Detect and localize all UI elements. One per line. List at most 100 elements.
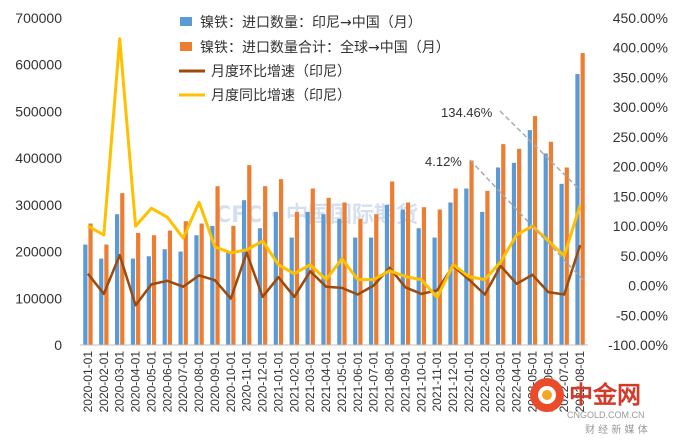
bar-global-imports: [342, 202, 347, 345]
annotation-leader-line: [469, 159, 586, 283]
left-axis-tick-label: 700000: [15, 10, 62, 26]
bar-indonesia-imports: [210, 225, 215, 345]
bar-indonesia-imports: [543, 153, 548, 345]
legend-label: 镍铁：进口数量：印尼→中国（月）: [200, 15, 422, 31]
annotation-leader-line: [499, 110, 581, 191]
right-axis-tick-label: 0.00%: [628, 278, 668, 294]
bar-global-imports: [358, 218, 363, 345]
bar-global-imports: [278, 179, 284, 345]
x-axis-tick-label: 2022-03-01: [494, 351, 508, 413]
logo-url: CNGOLD.COM.CN: [567, 410, 645, 420]
bar-indonesia-imports: [83, 244, 88, 345]
logo-name: 中金网: [569, 381, 641, 409]
logo-dot-icon: [542, 390, 552, 400]
left-axis-tick-label: 100000: [15, 290, 62, 306]
bar-global-imports: [151, 235, 157, 345]
bar-indonesia-imports: [384, 204, 390, 345]
bar-global-imports: [199, 223, 204, 345]
bar-indonesia-imports: [305, 211, 310, 345]
left-axis-tick-label: 500000: [15, 103, 62, 119]
bar-indonesia-imports: [241, 200, 247, 345]
x-axis-tick-label: 2022-04-01: [510, 351, 524, 413]
cngold-logo: 中金网 CNGOLD.COM.CN 财 经 新 媒 体: [530, 378, 648, 436]
x-axis-tick-label: 2021-07-01: [367, 351, 381, 413]
x-axis-tick-label: 2022-02-01: [478, 351, 492, 413]
left-axis-tick-label: 200000: [15, 244, 62, 260]
x-axis-tick-label: 2020-09-01: [208, 351, 222, 413]
x-axis-tick-label: 2020-04-01: [129, 351, 143, 413]
bar-indonesia-imports: [527, 130, 532, 345]
bar-indonesia-imports: [559, 183, 564, 345]
bar-indonesia-imports: [337, 218, 342, 345]
bar-global-imports: [517, 148, 522, 345]
bar-global-imports: [564, 167, 569, 345]
x-axis-tick-label: 2021-06-01: [351, 351, 365, 413]
bar-indonesia-imports: [99, 258, 104, 345]
x-axis-tick-label: 2020-03-01: [113, 351, 127, 413]
bar-global-imports: [136, 232, 141, 345]
bar-indonesia-imports: [368, 237, 374, 345]
x-axis-tick-label: 2021-11-01: [430, 351, 444, 412]
x-axis-tick-label: 2022-01-01: [462, 351, 476, 413]
x-axis-tick-label: 2020-01-01: [81, 351, 95, 413]
x-axis-tick-label: 2020-07-01: [176, 351, 190, 413]
bar-global-imports: [485, 190, 490, 345]
bar-indonesia-imports: [130, 258, 136, 345]
x-axis-tick-label: 2020-10-01: [224, 351, 238, 413]
right-axis-tick-label: -50.00%: [616, 307, 668, 323]
right-axis-tick-label: 400.00%: [613, 40, 668, 56]
x-axis-tick-label: 2021-03-01: [303, 351, 317, 413]
bar-indonesia-imports: [464, 188, 469, 345]
bar-indonesia-imports: [495, 167, 501, 345]
annotation-134-46: 134.46%: [441, 105, 493, 120]
bar-indonesia-imports: [194, 235, 199, 345]
bar-global-imports: [120, 193, 125, 345]
x-axis-tick-label: 2020-08-01: [192, 351, 206, 413]
bar-global-imports: [421, 207, 427, 345]
bar-global-imports: [231, 225, 236, 345]
annotations: 134.46% 4.12%: [425, 105, 586, 283]
x-axis-tick-label: 2021-04-01: [319, 351, 333, 413]
bar-indonesia-imports: [353, 237, 358, 345]
legend-swatch: [180, 42, 192, 51]
x-axis-tick-label: 2021-05-01: [335, 351, 349, 413]
bar-global-imports: [580, 53, 585, 346]
bar-indonesia-imports: [178, 251, 183, 345]
right-axis-tick-label: 100.00%: [613, 218, 668, 234]
right-axis-tick-label: -100.00%: [608, 337, 668, 353]
bar-global-imports: [183, 221, 188, 345]
x-axis-tick-label: 2020-12-01: [256, 351, 270, 413]
axes-layer: 0 100000 200000 300000 400000 500000 600000 700…: [15, 10, 668, 412]
left-axis-tick-label: 0: [54, 337, 62, 353]
right-axis-tick-label: 300.00%: [613, 99, 668, 115]
bar-global-imports: [294, 211, 300, 345]
x-axis-tick-label: 2021-10-01: [414, 351, 428, 413]
bar-indonesia-imports: [448, 202, 453, 345]
bar-global-imports: [469, 160, 474, 345]
x-axis-tick-label: 2021-09-01: [398, 351, 412, 413]
bar-indonesia-imports: [226, 251, 231, 345]
bar-global-imports: [215, 186, 220, 345]
bar-global-imports: [104, 244, 109, 345]
bar-global-imports: [390, 181, 395, 345]
bar-indonesia-imports: [146, 256, 151, 345]
legend-label: 镍铁：进口数量合计：全球→中国（月）: [200, 39, 450, 56]
x-axis-tick-label: 2020-11-01: [240, 351, 254, 412]
right-axis-tick-label: 350.00%: [613, 69, 668, 85]
bar-indonesia-imports: [289, 237, 294, 345]
bar-global-imports: [326, 197, 331, 345]
x-axis-tick-label: 2020-05-01: [144, 351, 158, 413]
bar-indonesia-imports: [162, 249, 167, 345]
right-axis-tick-label: 250.00%: [613, 129, 668, 145]
lines-layer: [86, 37, 582, 307]
bar-global-imports: [88, 223, 93, 345]
bar-global-imports: [501, 144, 506, 345]
x-axis-tick-label: 2021-12-01: [446, 351, 460, 413]
right-axis-tick-label: 50.00%: [621, 248, 668, 264]
legend: 镍铁：进口数量：印尼→中国（月） 镍铁：进口数量合计：全球→中国（月） 月度环比增速…: [179, 15, 450, 104]
right-axis-tick-label: 200.00%: [613, 159, 668, 175]
bar-global-imports: [247, 165, 252, 345]
left-axis-tick-label: 400000: [15, 150, 62, 166]
x-axis-tick-label: 2020-06-01: [160, 351, 174, 413]
